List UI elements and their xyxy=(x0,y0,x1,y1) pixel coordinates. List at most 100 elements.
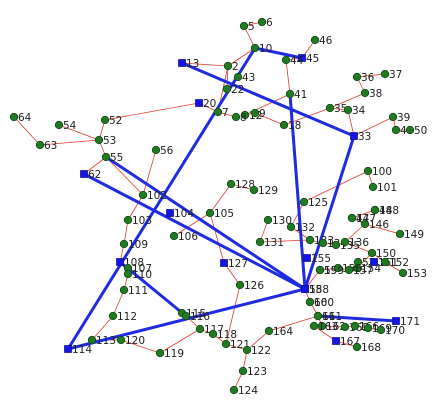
node-50: 50 xyxy=(405,125,427,137)
source-node-marker xyxy=(220,259,228,267)
node-label: 9 xyxy=(259,108,266,120)
node-125: 125 xyxy=(299,197,328,209)
bus-node-marker xyxy=(333,263,343,273)
branch-line xyxy=(104,102,200,121)
node-45: 45 xyxy=(298,53,319,65)
node-9: 9 xyxy=(250,108,266,120)
node-33: 33 xyxy=(350,131,371,143)
node-111: 111 xyxy=(119,285,148,297)
node-64: 64 xyxy=(9,112,32,124)
bus-node-marker xyxy=(94,135,104,145)
bus-node-marker xyxy=(226,179,236,189)
node-label: 114 xyxy=(72,344,92,356)
node-label: 48 xyxy=(379,205,392,217)
node-154: 154 xyxy=(352,263,381,275)
node-22: 22 xyxy=(222,84,244,96)
bus-node-marker xyxy=(310,35,320,45)
node-label: 39 xyxy=(397,112,410,124)
source-node-marker xyxy=(166,209,174,217)
node-43: 43 xyxy=(233,72,255,84)
branch-line xyxy=(344,241,373,254)
node-131: 131 xyxy=(255,237,284,249)
branch-line xyxy=(285,59,291,95)
bus-node-marker xyxy=(367,248,377,258)
source-node-marker xyxy=(332,337,340,345)
bus-node-marker xyxy=(250,43,260,53)
bus-node-marker xyxy=(222,84,232,94)
node-label: 107 xyxy=(132,263,152,275)
node-130: 130 xyxy=(263,215,292,227)
node-152: 152 xyxy=(380,257,409,269)
branch-line xyxy=(181,62,229,67)
bus-node-marker xyxy=(233,72,243,82)
node-layer: 5610132464544432241363738394035343350484… xyxy=(9,17,427,397)
bus-node-marker xyxy=(249,185,259,195)
node-101: 101 xyxy=(368,182,397,194)
node-100: 100 xyxy=(363,166,392,178)
node-label: 115 xyxy=(186,308,206,320)
node-label: 161 xyxy=(322,311,342,323)
branch-line xyxy=(105,156,144,196)
bus-node-marker xyxy=(340,322,350,332)
node-label: 61 xyxy=(322,311,335,323)
node-label: 112 xyxy=(117,311,137,323)
bus-node-marker xyxy=(305,297,315,307)
source-node-marker xyxy=(80,170,88,178)
node-157: 157 xyxy=(344,265,373,277)
node-label: 111 xyxy=(128,285,148,297)
bus-node-marker xyxy=(343,105,353,115)
bus-node-marker xyxy=(213,107,223,117)
tie-line xyxy=(288,93,307,290)
node-label: 33 xyxy=(358,131,371,143)
node-39: 39 xyxy=(388,112,410,124)
node-label: 50 xyxy=(414,125,427,137)
node-label: 10 xyxy=(259,43,272,55)
node-label: 46 xyxy=(319,35,333,47)
bus-node-marker xyxy=(223,61,233,71)
bus-node-marker xyxy=(264,326,274,336)
branch-line xyxy=(225,284,241,345)
node-label: 64 xyxy=(18,112,32,124)
node-label: 130 xyxy=(272,215,292,227)
source-node-marker xyxy=(392,317,400,325)
node-159: 159 xyxy=(315,265,344,277)
node-label: 149 xyxy=(404,229,424,241)
source-node-marker xyxy=(298,54,306,62)
bus-node-marker xyxy=(231,112,241,122)
bus-node-marker xyxy=(299,197,309,207)
node-label: 44 xyxy=(290,55,304,67)
bus-node-marker xyxy=(315,265,325,275)
bus-node-marker xyxy=(363,166,373,176)
bus-node-marker xyxy=(380,69,390,79)
bus-node-marker xyxy=(352,342,362,352)
branch-line xyxy=(159,328,201,354)
node-147: 147 xyxy=(347,213,376,225)
bus-node-marker xyxy=(368,182,378,192)
bus-node-marker xyxy=(398,268,408,278)
source-node-marker xyxy=(303,254,311,262)
bus-node-marker xyxy=(340,237,350,247)
node-158: 158 xyxy=(301,284,329,296)
branch-line xyxy=(209,183,232,214)
node-label: 60 xyxy=(314,297,327,309)
bus-node-marker xyxy=(363,323,373,333)
node-127: 127 xyxy=(220,258,248,270)
bus-node-marker xyxy=(101,152,111,162)
branch-line xyxy=(120,339,161,354)
node-label: 100 xyxy=(372,166,392,178)
node-54: 54 xyxy=(54,120,77,132)
branch-line xyxy=(364,223,401,235)
source-node-marker xyxy=(178,59,186,67)
node-label: 7 xyxy=(222,107,229,119)
branch-line xyxy=(344,223,366,243)
node-label: 162 xyxy=(326,321,346,333)
node-2: 2 xyxy=(223,61,239,73)
node-53: 53 xyxy=(94,135,116,147)
tie-line xyxy=(303,135,356,290)
node-label: 22 xyxy=(231,84,244,96)
node-63: 63 xyxy=(35,140,57,152)
node-55: 55 xyxy=(101,152,123,164)
node-36: 36 xyxy=(352,72,375,84)
tie-line xyxy=(119,260,187,318)
